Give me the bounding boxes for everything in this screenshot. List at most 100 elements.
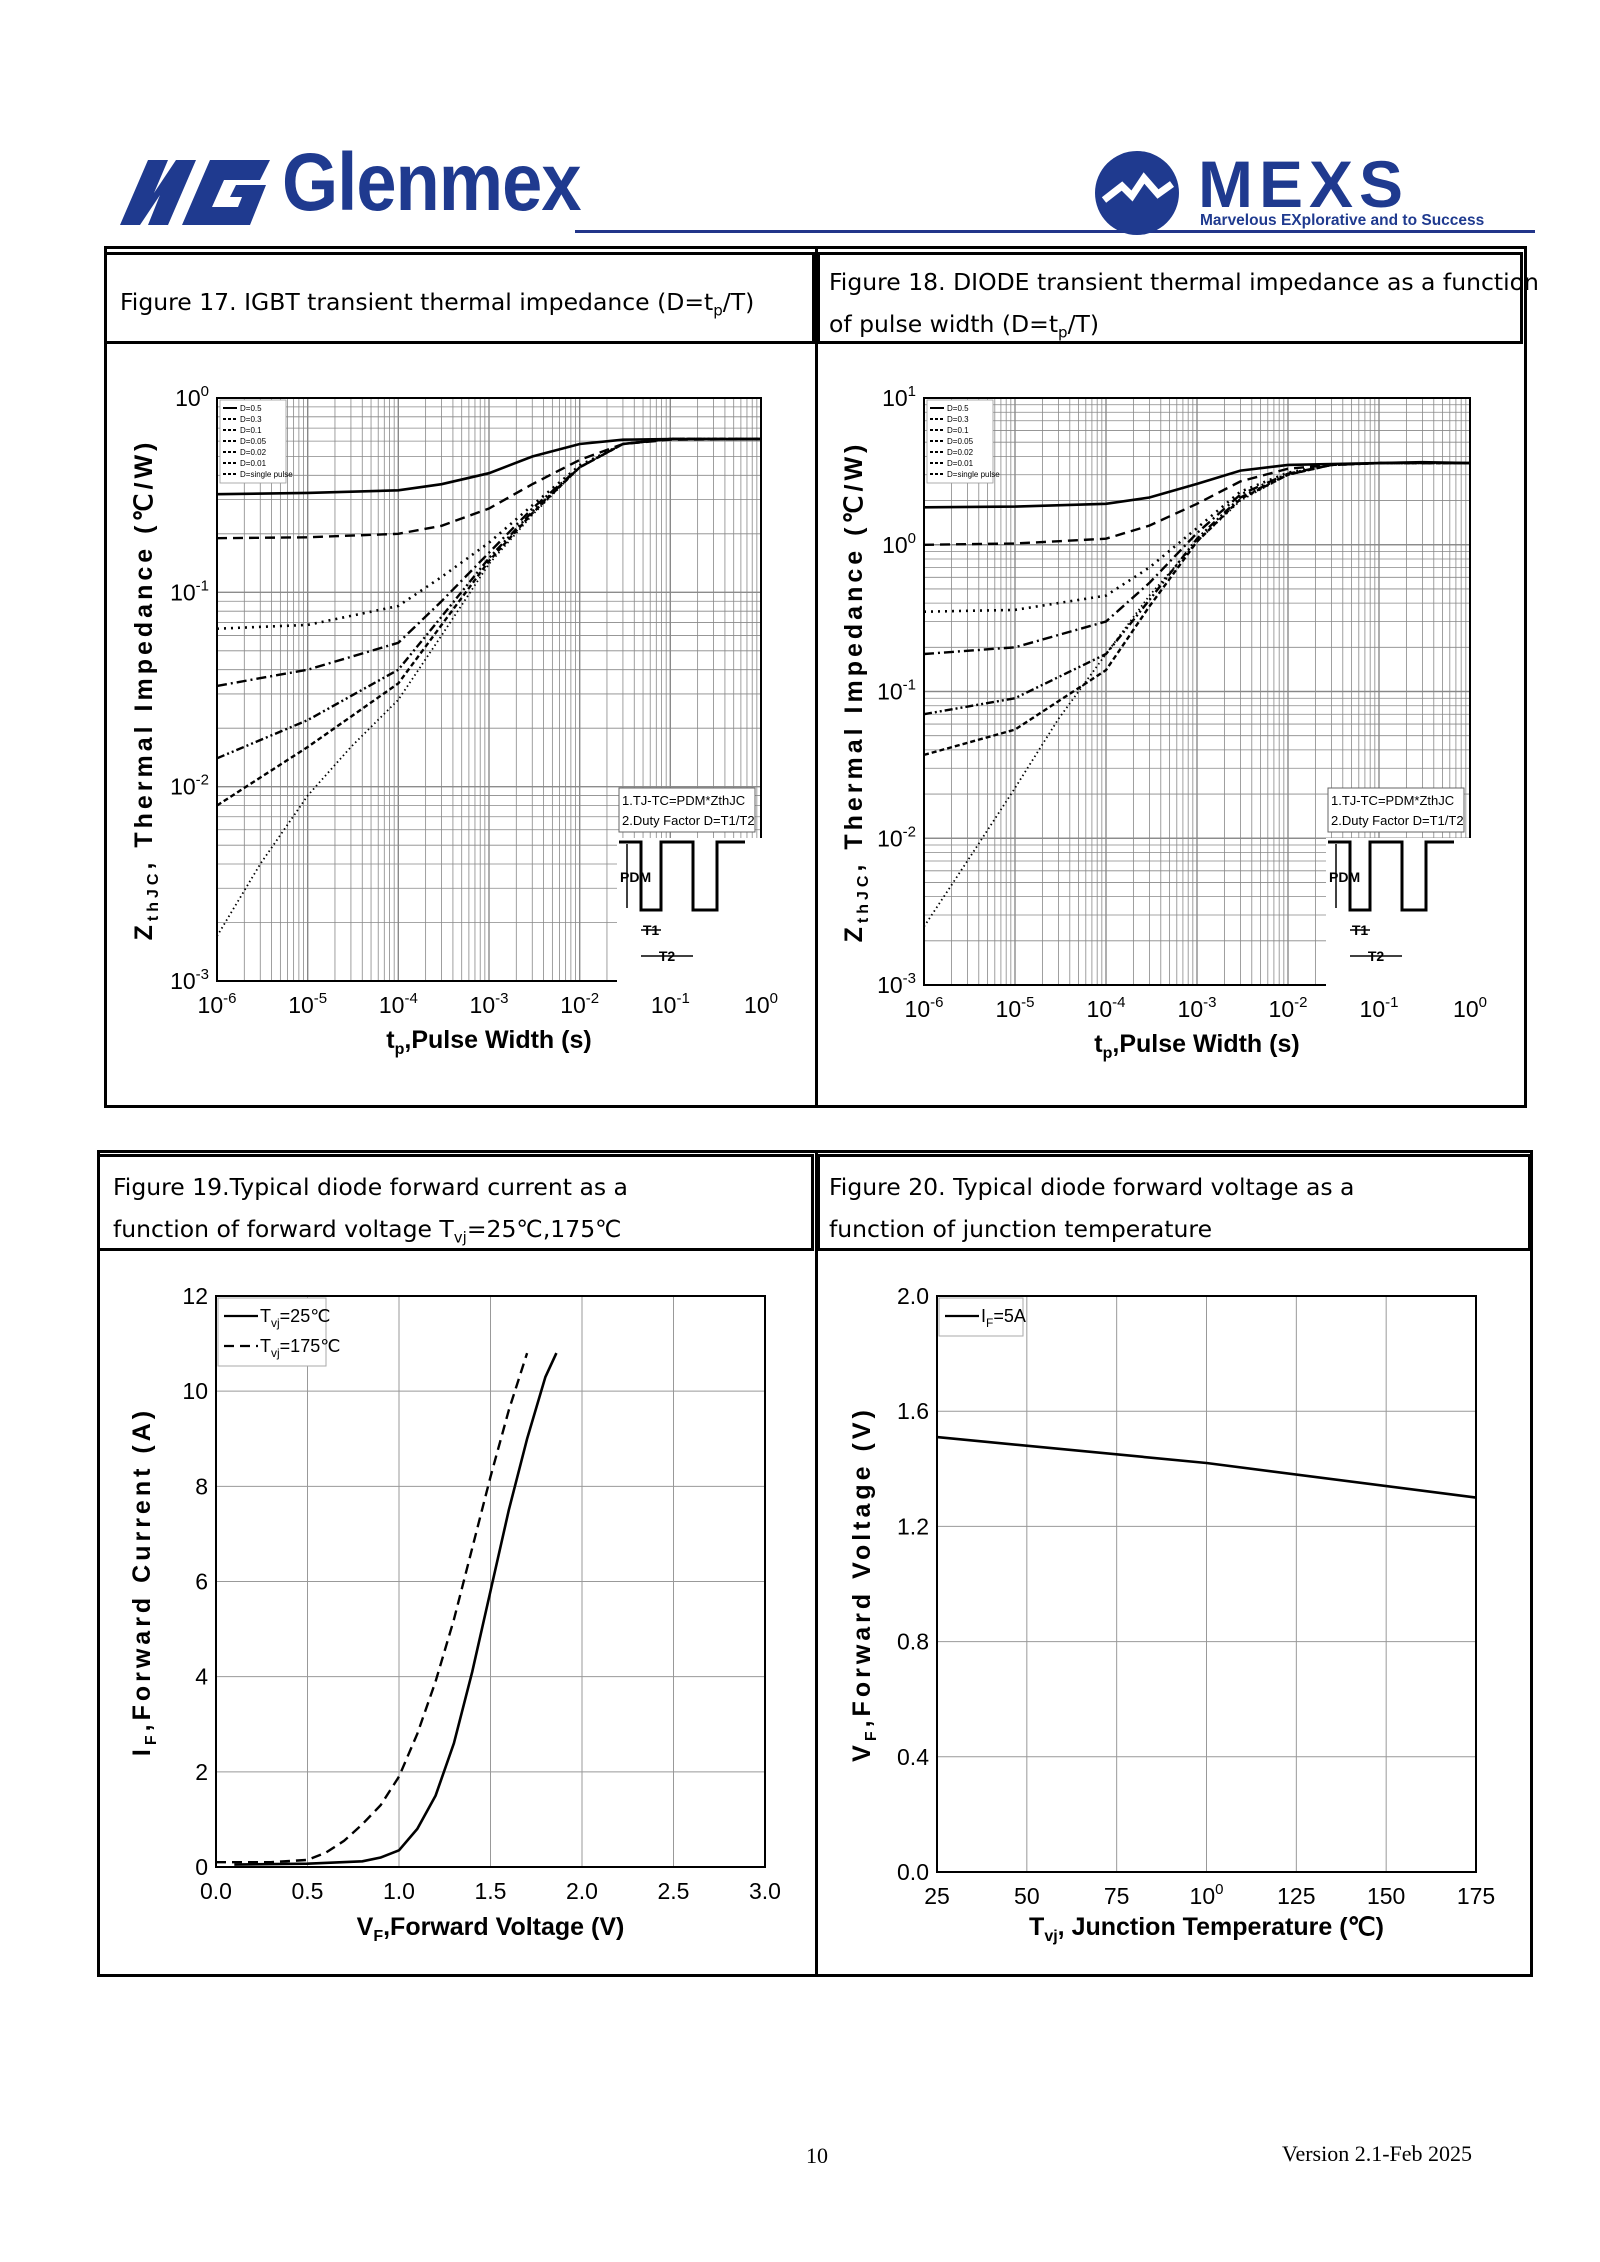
glenmex-logo-mark	[120, 160, 270, 225]
fig17-y-tick-label: 10-1	[170, 577, 209, 605]
fig20-x-axis-label: Tvj, Junction Temperature (℃)	[1029, 1913, 1384, 1945]
fig18-note-box	[1327, 787, 1465, 833]
fig18-x-tick-label: 10-1	[1360, 994, 1399, 1022]
fig19-x-tick-label: 0.0	[200, 1878, 232, 1904]
fig17-y-tick-label: 10-3	[170, 966, 209, 994]
fig17-series-line-5	[216, 437, 761, 807]
fig20-x-tick-label: 175	[1457, 1883, 1495, 1909]
fig19-caption: Figure 19.Typical diode forward current …	[113, 1173, 628, 1247]
fig18-series-line-6	[923, 462, 1470, 928]
fig20-plot-border	[936, 1295, 1477, 1873]
fig17-x-tick-label: 10-4	[379, 990, 418, 1018]
fig17-pdm-label: PDM	[620, 869, 651, 885]
fig19-x-tick-label: 0.5	[292, 1878, 324, 1904]
fig17-legend-label: D=single pulse	[240, 470, 293, 479]
fig18-pulse-annotation: 1.TJ-TC=PDM*ZthJC 2.Duty Factor D=T1/T2 PD…	[1326, 787, 1472, 988]
fig18-t1-label: T1	[1352, 922, 1369, 938]
fig18-legend-label: D=single pulse	[947, 470, 1000, 479]
fig19-plot-border	[215, 1295, 766, 1868]
fig20-grid	[936, 1295, 1477, 1873]
fig18-series-line-3	[923, 461, 1470, 656]
fig17-x-tick-label: 100	[744, 990, 778, 1018]
fig17-note-line2: 2.Duty Factor D=T1/T2	[622, 813, 755, 828]
fig17-pulse-bg	[617, 838, 763, 988]
fig18-legend-label: D=0.01	[947, 459, 974, 468]
version-label: Version 2.1-Feb 2025	[1282, 2141, 1473, 2166]
fig20-legend-label: IF=5A	[981, 1306, 1026, 1330]
fig18-series-line-5	[923, 461, 1470, 757]
fig19-x-tick-label: 3.0	[749, 1878, 781, 1904]
fig18-x-tick-label: 100	[1453, 994, 1487, 1022]
fig17-series-line-2	[216, 437, 761, 630]
fig18-y-axis-label: ZthJC, Thermal Impedance (℃/W)	[840, 441, 872, 943]
fig18-y-tick-label: 10-1	[877, 677, 916, 705]
fig18-legend-label: D=0.3	[947, 415, 969, 424]
fig20-chart: 25 50 75 100 125 150 175 0.0 0.4 0.8 1.2 1.6 2.0 Tvj,…	[848, 1283, 1495, 1945]
fig20-caption: Figure 20. Typical diode forward voltage…	[829, 1173, 1355, 1243]
mexs-logo-mark	[1095, 151, 1179, 235]
fig18-x-tick-label: 10-5	[996, 994, 1035, 1022]
fig17-legend-label: D=0.01	[240, 459, 267, 468]
fig20-y-tick-label: 0.8	[897, 1629, 929, 1655]
fig17-note-box	[618, 787, 756, 833]
mexs-tagline: Marvelous EXplorative and to Success	[1200, 212, 1485, 229]
fig20-x-tick-label: 25	[924, 1883, 950, 1909]
fig20-y-tick-label: 2.0	[897, 1283, 929, 1309]
fig18-caption-box	[817, 252, 1523, 344]
fig17-x-tick-label: 10-2	[560, 990, 599, 1018]
fig20-y-tick-label: 1.2	[897, 1513, 929, 1539]
fig18-pulse-waveform	[1328, 840, 1454, 912]
fig20-y-tick-label: 0.4	[897, 1744, 929, 1770]
fig17-x-tick-label: 10-6	[198, 990, 237, 1018]
fig17-x-axis-label: tp,Pulse Width (s)	[386, 1026, 591, 1058]
fig19-y-tick-label: 8	[195, 1473, 208, 1499]
fig18-x-tick-label: 10-3	[1178, 994, 1217, 1022]
fig17-caption-box	[104, 252, 815, 344]
fig17-chart: 10-6 10-5 10-4 10-3 10-2 10-1 10010-310-210-11…	[130, 383, 778, 1058]
fig19-x-axis-label: VF,Forward Voltage (V)	[357, 1913, 625, 1945]
fig18-y-tick-label: 100	[882, 530, 916, 558]
fig18-x-tick-label: 10-4	[1087, 994, 1126, 1022]
fig20-frame	[815, 1150, 1533, 1977]
fig17-legend-label: D=0.1	[240, 426, 262, 435]
mexs-wordmark: MEXS	[1198, 147, 1410, 221]
fig17-y-tick-label: 10-2	[170, 772, 209, 800]
fig18-x-axis-label: tp,Pulse Width (s)	[1094, 1030, 1299, 1062]
fig20-x-tick-label: 125	[1277, 1883, 1315, 1909]
fig18-series-line-1	[923, 461, 1470, 546]
fig18-y-tick-label: 10-2	[877, 823, 916, 851]
fig17-legend-label: D=0.02	[240, 448, 267, 457]
fig19-y-tick-label: 6	[195, 1569, 208, 1595]
fig19-x-tick-label: 2.5	[658, 1878, 690, 1904]
fig18-caption: Figure 18. DIODE transient thermal imped…	[829, 268, 1539, 342]
fig19-y-tick-label: 2	[195, 1759, 208, 1785]
fig19-legend: Tvj=25℃ Tvj=175℃	[217, 1297, 340, 1367]
fig18-note-line1: 1.TJ-TC=PDM*ZthJC	[1331, 793, 1454, 808]
fig18-legend-label: D=0.5	[947, 404, 969, 413]
fig17-series-line-3	[216, 437, 761, 688]
fig20-y-tick-label: 0.0	[897, 1859, 929, 1885]
fig18-pdm-label: PDM	[1329, 869, 1360, 885]
fig17-legend-label: D=0.05	[240, 437, 267, 446]
fig19-grid	[215, 1295, 766, 1868]
fig20-series-line-0	[936, 1435, 1477, 1499]
fig17-plot-border	[216, 397, 762, 982]
fig18-series-line-4	[923, 461, 1470, 716]
fig18-x-tick-label: 10-2	[1269, 994, 1308, 1022]
fig18-pulse-bg	[1326, 838, 1472, 988]
fig19-legend-box	[217, 1297, 327, 1367]
fig18-legend: D=0.5 D=0.3 D=0.1 D=0.05 D=0.02 D=0.01 D=singl…	[926, 399, 1000, 484]
fig20-x-tick-label: 75	[1104, 1883, 1130, 1909]
fig17-x-tick-label: 10-5	[288, 990, 327, 1018]
fig18-legend-label: D=0.1	[947, 426, 969, 435]
fig19-y-tick-label: 0	[195, 1854, 208, 1880]
fig18-legend-label: D=0.05	[947, 437, 974, 446]
fig19-chart: 0.0 0.5 1.0 1.5 2.0 2.5 3.0 0 2 4 6 8 10 12 VF,Forward…	[128, 1283, 781, 1945]
fig19-y-tick-label: 4	[195, 1664, 208, 1690]
fig19-y-tick-label: 10	[182, 1378, 208, 1404]
fig17-t2-label: T2	[659, 948, 676, 964]
fig17-x-tick-label: 10-3	[470, 990, 509, 1018]
fig19-caption-box	[97, 1154, 814, 1251]
fig17-grid	[216, 397, 762, 982]
